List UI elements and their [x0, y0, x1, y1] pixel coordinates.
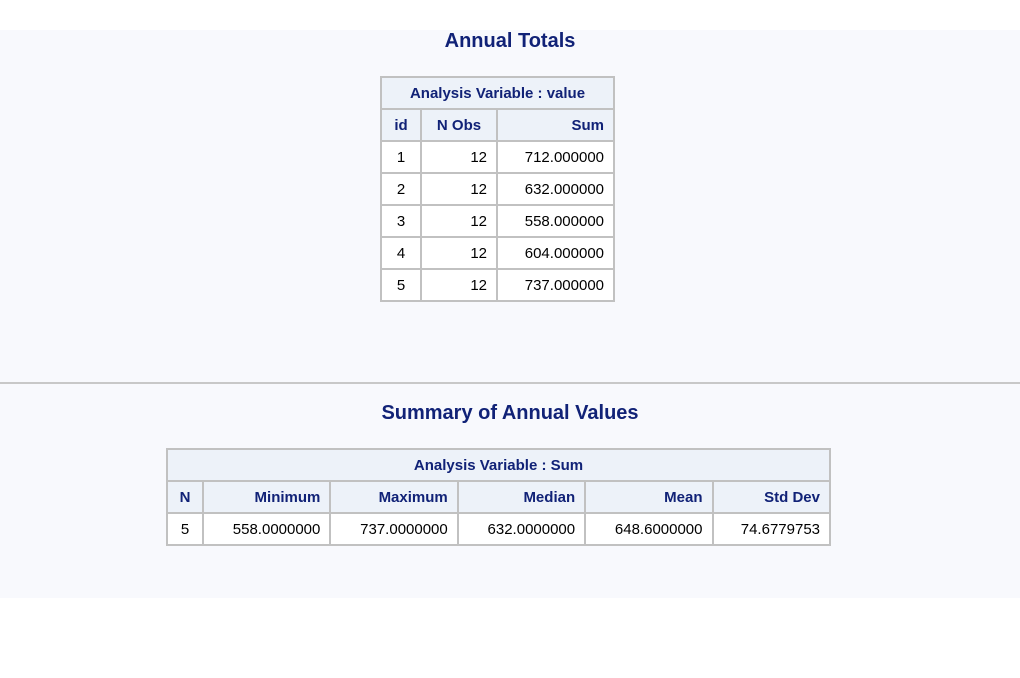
table-row: 2 12 632.000000: [380, 172, 615, 206]
cell-sum: 737.000000: [496, 268, 615, 302]
cell-nobs: 12: [420, 268, 498, 302]
table-row: 1 12 712.000000: [380, 140, 615, 174]
table-row: 5 12 737.000000: [380, 268, 615, 302]
cell-nobs: 12: [420, 204, 498, 238]
cell-mean: 648.6000000: [584, 512, 714, 546]
cell-id: 4: [380, 236, 422, 270]
cell-nobs: 12: [420, 140, 498, 174]
cell-sum: 712.000000: [496, 140, 615, 174]
cell-minimum: 558.0000000: [201, 512, 332, 546]
cell-sum: 632.000000: [496, 172, 615, 206]
cell-sum: 604.000000: [496, 236, 615, 270]
column-header-maximum: Maximum: [329, 480, 459, 514]
spanning-header: Analysis Variable : Sum: [166, 448, 831, 482]
cell-nobs: 12: [420, 172, 498, 206]
summary-title: Summary of Annual Values: [381, 402, 639, 424]
cell-n: 5: [166, 512, 204, 546]
column-header-n: N: [166, 480, 204, 514]
column-header-nobs: N Obs: [420, 108, 498, 142]
table-row: 3 12 558.000000: [380, 204, 615, 238]
cell-std-dev: 74.6779753: [711, 512, 831, 546]
summary-table: Analysis Variable : Sum N Minimum Maximu…: [166, 448, 831, 546]
annual-totals-table: Analysis Variable : value id N Obs Sum 1…: [380, 76, 615, 302]
section-divider: [0, 382, 1020, 384]
table-row: 5 558.0000000 737.0000000 632.0000000 64…: [166, 512, 831, 546]
annual-totals-title: Annual Totals: [444, 30, 576, 52]
table-row: 4 12 604.000000: [380, 236, 615, 270]
column-header-minimum: Minimum: [201, 480, 332, 514]
column-header-std-dev: Std Dev: [711, 480, 831, 514]
cell-id: 1: [380, 140, 422, 174]
cell-id: 5: [380, 268, 422, 302]
cell-sum: 558.000000: [496, 204, 615, 238]
cell-median: 632.0000000: [456, 512, 587, 546]
cell-maximum: 737.0000000: [329, 512, 459, 546]
cell-id: 3: [380, 204, 422, 238]
cell-id: 2: [380, 172, 422, 206]
spanning-header: Analysis Variable : value: [380, 76, 615, 110]
column-header-median: Median: [456, 480, 587, 514]
cell-nobs: 12: [420, 236, 498, 270]
column-header-id: id: [380, 108, 422, 142]
column-header-sum: Sum: [496, 108, 615, 142]
column-header-mean: Mean: [584, 480, 714, 514]
